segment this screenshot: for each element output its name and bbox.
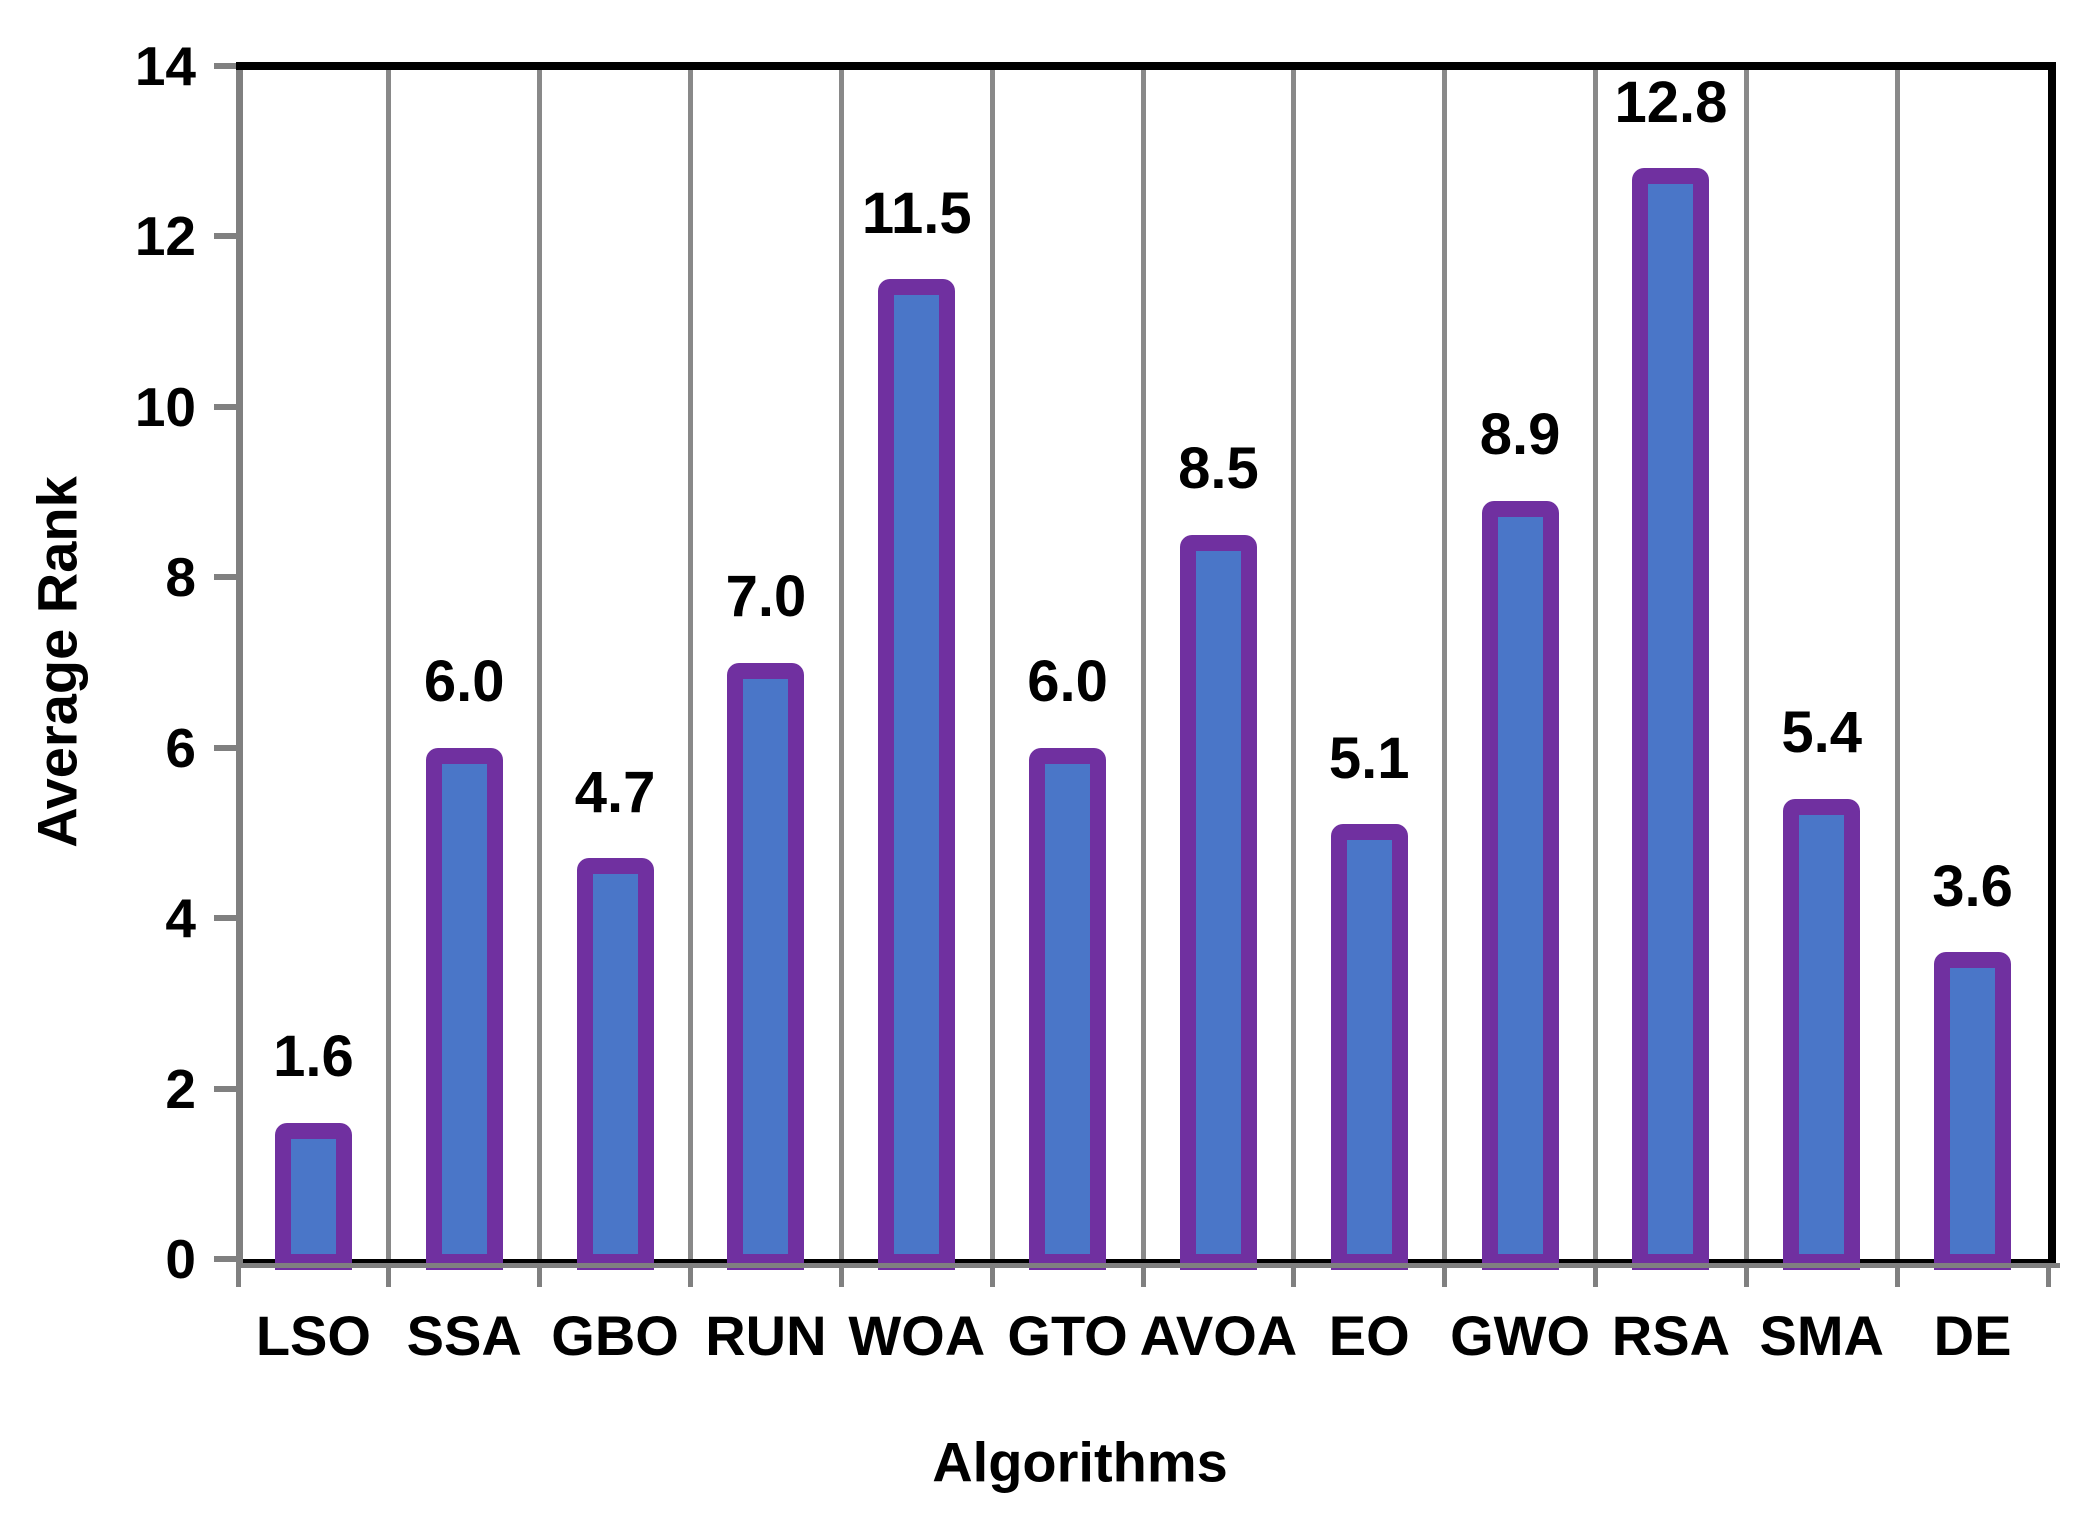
category-label: SSA: [406, 1303, 522, 1367]
bar-sma: [1783, 798, 1861, 1270]
bar-lso: [274, 1122, 352, 1270]
data-label: 6.0: [423, 649, 505, 715]
bar-ssa: [425, 747, 503, 1270]
x-axis-tick: [1291, 1263, 1297, 1287]
gridline: [989, 70, 995, 1259]
y-axis-tick: [214, 403, 238, 410]
bar-gbo: [576, 858, 654, 1270]
x-axis-tick: [1593, 1263, 1598, 1287]
x-axis-tick: [688, 1263, 693, 1287]
bar-gto: [1029, 747, 1107, 1270]
y-axis-tick: [214, 915, 238, 922]
data-label: 4.7: [574, 759, 656, 825]
y-tick-label: 10: [134, 375, 196, 438]
x-axis-tick: [537, 1263, 543, 1287]
plot-border-top: [236, 62, 2056, 70]
category-label: AVOA: [1139, 1303, 1298, 1367]
gridline: [1140, 70, 1146, 1259]
bar-gwo: [1481, 500, 1559, 1270]
bar-rsa: [1632, 168, 1710, 1270]
y-tick-label: 8: [165, 546, 196, 609]
category-label: LSO: [255, 1303, 371, 1367]
gridline: [1291, 70, 1297, 1259]
x-axis-tick: [989, 1263, 995, 1287]
y-axis-title: Average Rank: [25, 476, 89, 848]
data-label: 3.6: [1932, 853, 2013, 919]
bar-avoa: [1179, 534, 1257, 1270]
gridline: [537, 70, 543, 1259]
category-label: GTO: [1007, 1303, 1128, 1367]
value-axis-line: [236, 66, 243, 1264]
x-axis-tick: [386, 1263, 392, 1287]
y-axis-tick: [214, 63, 238, 69]
data-label: 6.0: [1027, 649, 1108, 715]
category-label: EO: [1328, 1303, 1410, 1367]
y-tick-label: 14: [134, 35, 196, 97]
bar-run: [727, 662, 805, 1270]
bar-woa: [878, 279, 956, 1270]
y-axis-tick: [214, 233, 238, 240]
y-axis-tick: [214, 574, 238, 581]
y-tick-label: 4: [165, 887, 196, 950]
data-label: 5.1: [1328, 725, 1410, 791]
data-label: 1.6: [273, 1024, 354, 1090]
bar-eo: [1330, 824, 1408, 1270]
x-axis-title: Algorithms: [932, 1430, 1228, 1494]
x-axis-tick: [235, 1263, 241, 1287]
y-tick-label: 0: [165, 1228, 196, 1290]
x-axis-tick: [838, 1263, 844, 1287]
category-label: SMA: [1759, 1303, 1884, 1367]
x-axis-tick: [1442, 1263, 1448, 1287]
category-axis-line: [236, 1263, 2060, 1268]
bar-de: [1934, 952, 2012, 1270]
gridline: [1894, 70, 1900, 1259]
x-axis-tick: [1140, 1263, 1146, 1287]
gridline: [688, 70, 693, 1259]
category-label: RUN: [705, 1303, 827, 1367]
data-label: 12.8: [1614, 69, 1728, 135]
plot-border-right: [2048, 62, 2056, 1263]
category-label: DE: [1933, 1303, 2012, 1367]
y-axis-tick: [214, 1256, 238, 1262]
y-axis-tick: [214, 1085, 238, 1092]
y-tick-label: 6: [165, 716, 196, 779]
y-tick-label: 2: [165, 1057, 196, 1120]
data-label: 8.5: [1178, 436, 1259, 502]
gridline: [386, 70, 392, 1259]
gridline: [838, 70, 844, 1259]
y-tick-label: 12: [134, 205, 196, 268]
data-label: 11.5: [861, 180, 972, 246]
gridline: [1743, 70, 1749, 1259]
x-axis-tick: [1743, 1263, 1749, 1287]
gridline: [1593, 70, 1598, 1259]
data-label: 7.0: [725, 564, 807, 629]
y-axis-tick: [214, 744, 238, 751]
data-label: 8.9: [1479, 402, 1561, 468]
x-axis-tick: [2045, 1263, 2051, 1287]
category-label: GWO: [1450, 1303, 1591, 1367]
data-label: 5.4: [1781, 700, 1863, 766]
category-label: WOA: [848, 1303, 986, 1367]
category-label: GBO: [551, 1303, 679, 1367]
x-axis-tick: [1894, 1263, 1900, 1287]
gridline: [1442, 70, 1448, 1259]
category-label: RSA: [1611, 1303, 1731, 1367]
baseline-black: [238, 1259, 2056, 1263]
